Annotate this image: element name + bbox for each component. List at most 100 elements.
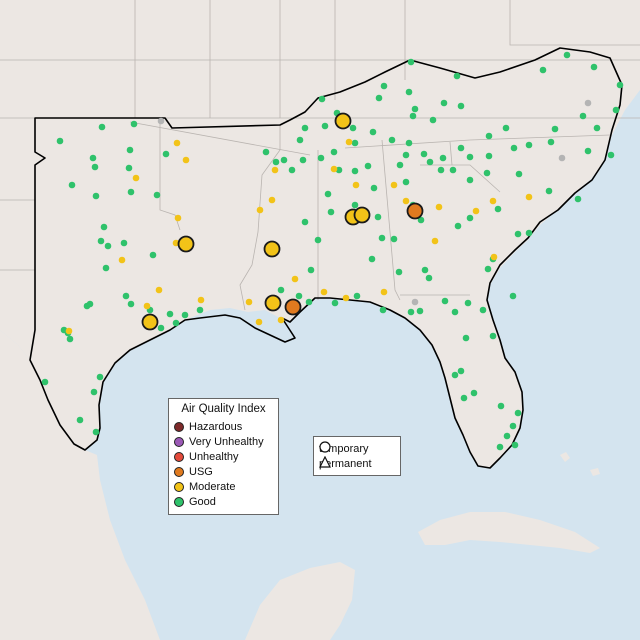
good-monitor[interactable] bbox=[301, 218, 309, 226]
moderate-monitor[interactable] bbox=[402, 197, 410, 205]
moderate-monitor[interactable] bbox=[182, 156, 190, 164]
good-monitor[interactable] bbox=[41, 378, 49, 386]
good-monitor[interactable] bbox=[489, 332, 497, 340]
good-monitor[interactable] bbox=[395, 268, 403, 276]
good-monitor[interactable] bbox=[125, 164, 133, 172]
good-monitor[interactable] bbox=[314, 236, 322, 244]
good-monitor[interactable] bbox=[130, 120, 138, 128]
nodata-monitor[interactable] bbox=[157, 117, 165, 125]
good-monitor[interactable] bbox=[551, 125, 559, 133]
good-monitor[interactable] bbox=[515, 170, 523, 178]
good-monitor[interactable] bbox=[196, 306, 204, 314]
good-monitor[interactable] bbox=[149, 251, 157, 259]
moderate-monitor[interactable] bbox=[380, 288, 388, 296]
moderate-monitor[interactable] bbox=[197, 296, 205, 304]
good-monitor[interactable] bbox=[349, 124, 357, 132]
good-monitor[interactable] bbox=[407, 58, 415, 66]
good-monitor[interactable] bbox=[324, 190, 332, 198]
good-monitor[interactable] bbox=[380, 82, 388, 90]
good-monitor[interactable] bbox=[288, 166, 296, 174]
good-monitor[interactable] bbox=[390, 235, 398, 243]
good-monitor[interactable] bbox=[451, 308, 459, 316]
good-monitor[interactable] bbox=[411, 105, 419, 113]
moderate-monitor[interactable] bbox=[173, 139, 181, 147]
good-monitor[interactable] bbox=[307, 266, 315, 274]
good-monitor[interactable] bbox=[514, 230, 522, 238]
good-monitor[interactable] bbox=[331, 299, 339, 307]
temporary-monitor-moderate[interactable] bbox=[334, 112, 352, 130]
temporary-monitor-moderate[interactable] bbox=[264, 294, 282, 312]
temporary-monitor-moderate[interactable] bbox=[353, 206, 371, 224]
good-monitor[interactable] bbox=[122, 292, 130, 300]
good-monitor[interactable] bbox=[425, 274, 433, 282]
good-monitor[interactable] bbox=[462, 334, 470, 342]
good-monitor[interactable] bbox=[484, 265, 492, 273]
good-monitor[interactable] bbox=[509, 292, 517, 300]
good-monitor[interactable] bbox=[547, 138, 555, 146]
good-monitor[interactable] bbox=[76, 416, 84, 424]
good-monitor[interactable] bbox=[466, 153, 474, 161]
good-monitor[interactable] bbox=[301, 124, 309, 132]
good-monitor[interactable] bbox=[166, 310, 174, 318]
good-monitor[interactable] bbox=[485, 152, 493, 160]
good-monitor[interactable] bbox=[97, 237, 105, 245]
good-monitor[interactable] bbox=[335, 166, 343, 174]
good-monitor[interactable] bbox=[584, 147, 592, 155]
good-monitor[interactable] bbox=[126, 146, 134, 154]
good-monitor[interactable] bbox=[511, 441, 519, 449]
good-monitor[interactable] bbox=[457, 102, 465, 110]
good-monitor[interactable] bbox=[470, 389, 478, 397]
moderate-monitor[interactable] bbox=[118, 256, 126, 264]
good-monitor[interactable] bbox=[379, 306, 387, 314]
moderate-monitor[interactable] bbox=[320, 288, 328, 296]
moderate-monitor[interactable] bbox=[256, 206, 264, 214]
good-monitor[interactable] bbox=[494, 205, 502, 213]
good-monitor[interactable] bbox=[590, 63, 598, 71]
good-monitor[interactable] bbox=[127, 300, 135, 308]
moderate-monitor[interactable] bbox=[431, 237, 439, 245]
good-monitor[interactable] bbox=[402, 178, 410, 186]
good-monitor[interactable] bbox=[351, 201, 359, 209]
temporary-monitor-moderate[interactable] bbox=[141, 313, 159, 331]
good-monitor[interactable] bbox=[353, 292, 361, 300]
good-monitor[interactable] bbox=[327, 208, 335, 216]
temporary-monitor-usg[interactable] bbox=[406, 202, 424, 220]
good-monitor[interactable] bbox=[539, 66, 547, 74]
good-monitor[interactable] bbox=[351, 167, 359, 175]
good-monitor[interactable] bbox=[299, 156, 307, 164]
moderate-monitor[interactable] bbox=[271, 166, 279, 174]
good-monitor[interactable] bbox=[86, 300, 94, 308]
moderate-monitor[interactable] bbox=[435, 203, 443, 211]
moderate-monitor[interactable] bbox=[255, 318, 263, 326]
good-monitor[interactable] bbox=[280, 156, 288, 164]
good-monitor[interactable] bbox=[563, 51, 571, 59]
moderate-monitor[interactable] bbox=[345, 138, 353, 146]
good-monitor[interactable] bbox=[514, 409, 522, 417]
good-monitor[interactable] bbox=[479, 306, 487, 314]
good-monitor[interactable] bbox=[525, 141, 533, 149]
good-monitor[interactable] bbox=[272, 158, 280, 166]
good-monitor[interactable] bbox=[318, 95, 326, 103]
good-monitor[interactable] bbox=[453, 72, 461, 80]
good-monitor[interactable] bbox=[295, 292, 303, 300]
moderate-monitor[interactable] bbox=[155, 286, 163, 294]
good-monitor[interactable] bbox=[464, 299, 472, 307]
good-monitor[interactable] bbox=[457, 144, 465, 152]
good-monitor[interactable] bbox=[262, 148, 270, 156]
good-monitor[interactable] bbox=[127, 188, 135, 196]
good-monitor[interactable] bbox=[454, 222, 462, 230]
good-monitor[interactable] bbox=[351, 139, 359, 147]
good-monitor[interactable] bbox=[378, 234, 386, 242]
good-monitor[interactable] bbox=[502, 124, 510, 132]
good-monitor[interactable] bbox=[416, 307, 424, 315]
good-monitor[interactable] bbox=[451, 371, 459, 379]
good-monitor[interactable] bbox=[388, 136, 396, 144]
good-monitor[interactable] bbox=[396, 161, 404, 169]
good-monitor[interactable] bbox=[364, 162, 372, 170]
good-monitor[interactable] bbox=[102, 264, 110, 272]
moderate-monitor[interactable] bbox=[330, 165, 338, 173]
good-monitor[interactable] bbox=[277, 286, 285, 294]
good-monitor[interactable] bbox=[497, 402, 505, 410]
good-monitor[interactable] bbox=[616, 81, 624, 89]
good-monitor[interactable] bbox=[305, 298, 313, 306]
